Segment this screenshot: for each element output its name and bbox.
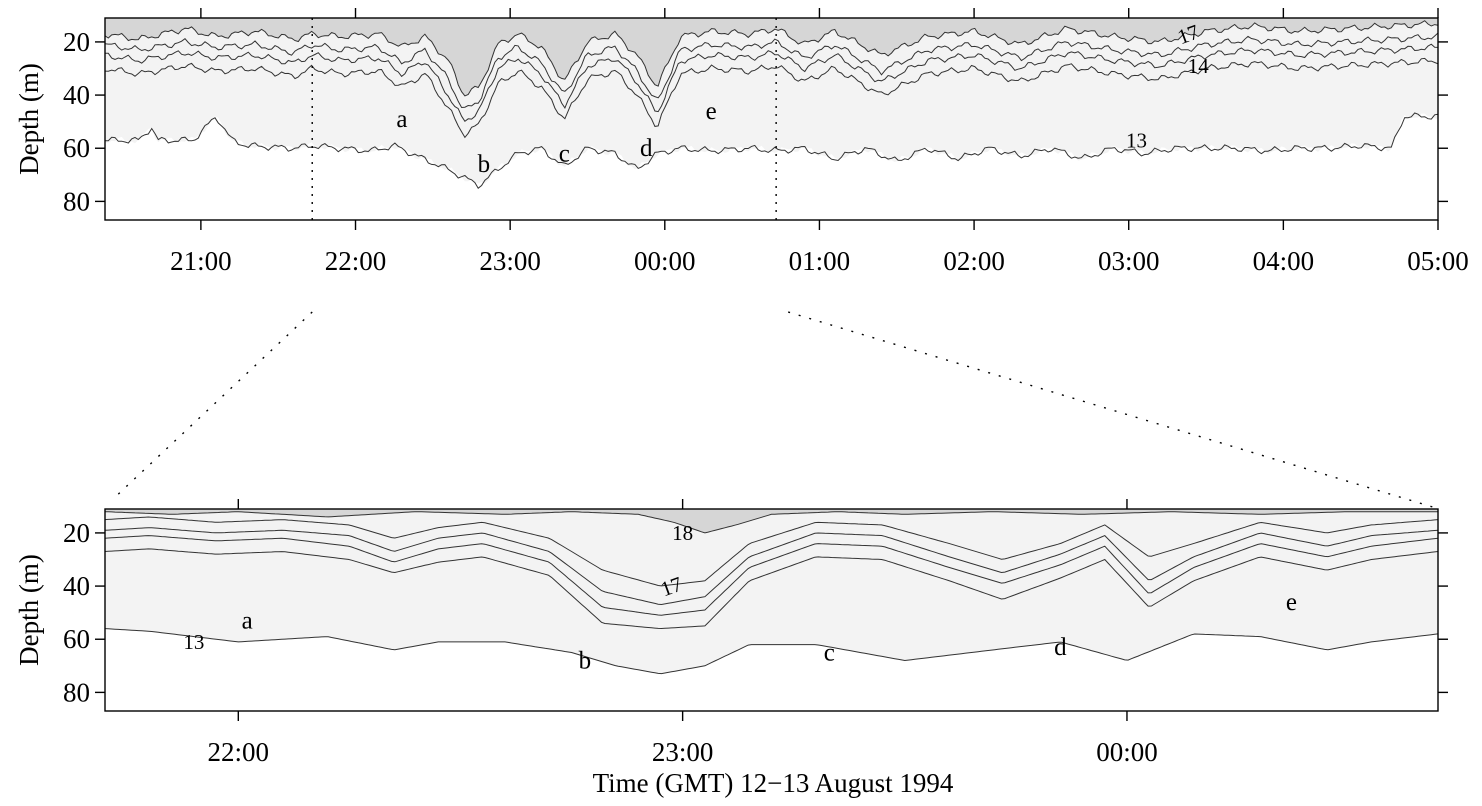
x-tick-label: 22:00 (208, 737, 270, 767)
x-axis-title: Time (GMT) 12−13 August 1994 (593, 768, 954, 798)
y-tick-label: 20 (63, 518, 90, 548)
zoom-y-axis-title: Depth (m) (14, 554, 44, 666)
x-tick-label: 05:00 (1407, 246, 1469, 276)
zoom-guide-left (111, 311, 313, 501)
isotherm-14-line (105, 548, 1438, 630)
event-label-c: c (824, 640, 835, 667)
y-tick-label: 40 (63, 80, 90, 110)
zoom-guides (111, 311, 1437, 509)
event-label-b: b (579, 648, 592, 675)
x-tick-label: 23:00 (479, 246, 541, 276)
isotherm-17-line (105, 516, 1438, 587)
isotherm-13-line (105, 112, 1438, 189)
event-label-e: e (1286, 589, 1297, 616)
overview-fills (105, 18, 1438, 220)
isotherm-14-line (105, 57, 1438, 139)
isotherm-15-line (105, 535, 1438, 616)
warm-layer-fill (105, 18, 1438, 96)
isotherm-18-line (105, 511, 1438, 534)
x-tick-label: 23:00 (652, 737, 714, 767)
overview-panel: 20 40 60 80 21:00 22:00 23:00 00:00 01:00 02:00 03… (63, 8, 1469, 276)
isotherm-16-line (105, 32, 1438, 109)
event-label-d: d (640, 135, 653, 162)
contour-label-13: 13 (183, 630, 204, 654)
event-label-c: c (559, 141, 570, 168)
zoom-plot-frame (104, 508, 1439, 712)
overview-isotherms (105, 20, 1438, 189)
y-tick-label: 80 (63, 677, 90, 707)
thermocline-fill (105, 509, 1438, 674)
contour-label-14: 14 (1188, 54, 1210, 78)
y-tick-label: 60 (63, 624, 90, 654)
y-tick-label: 80 (63, 186, 90, 216)
contour-label-18: 18 (672, 521, 693, 545)
isotherm-16-line (105, 527, 1438, 606)
x-tick-label: 22:00 (325, 246, 387, 276)
x-tick-label: 04:00 (1253, 246, 1315, 276)
y-tick-label: 40 (63, 571, 90, 601)
x-tick-label: 00:00 (634, 246, 696, 276)
y-tick-label: 20 (63, 27, 90, 57)
isotherm-17-line (105, 20, 1438, 97)
overview-plot-frame (104, 17, 1439, 221)
event-label-d: d (1054, 634, 1067, 661)
event-label-b: b (478, 151, 491, 178)
event-label-a: a (396, 106, 407, 133)
overview-axes: 20 40 60 80 21:00 22:00 23:00 00:00 01:00 02:00 03… (63, 8, 1469, 276)
event-label-a: a (242, 608, 253, 635)
x-tick-label: 21:00 (170, 246, 232, 276)
zoom-fills (105, 509, 1438, 711)
y-tick-label: 60 (63, 133, 90, 163)
isotherm-13-line (105, 628, 1438, 675)
x-tick-label: 00:00 (1096, 737, 1158, 767)
event-label-e: e (706, 98, 717, 125)
contour-label-13: 13 (1126, 128, 1147, 152)
x-tick-label: 01:00 (789, 246, 851, 276)
zoom-isotherms (105, 511, 1438, 675)
overview-y-axis-title: Depth (m) (14, 63, 44, 175)
isotherm-15-line (105, 43, 1438, 123)
x-tick-label: 02:00 (943, 246, 1005, 276)
zoom-guide-right (787, 311, 1437, 509)
zoom-axes: 20 40 60 80 22:00 23:00 00:00 (63, 499, 1448, 767)
x-tick-label: 03:00 (1098, 246, 1160, 276)
